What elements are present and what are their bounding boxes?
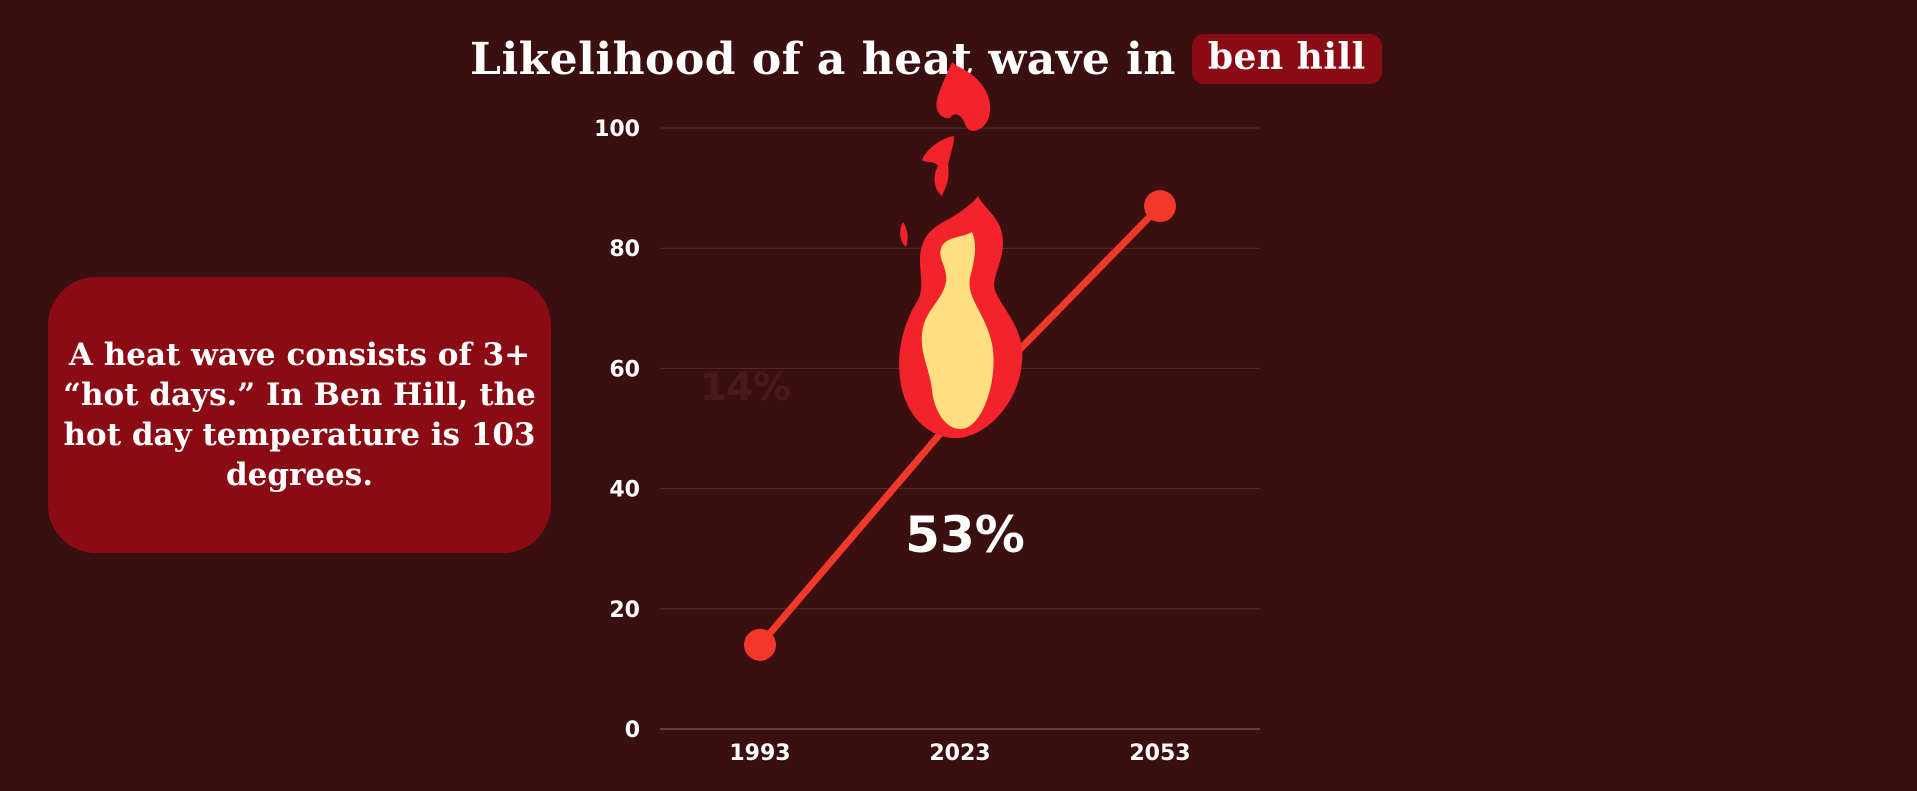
- flame-wisp: [922, 136, 954, 196]
- faded-percent-label: 14%: [700, 365, 791, 409]
- data-point: [1144, 190, 1176, 223]
- y-tick-label: 80: [609, 237, 640, 262]
- location-chip: ben hill: [1191, 34, 1382, 84]
- x-axis-ticks: 1993 2023 2053: [729, 741, 1190, 766]
- flame-ember: [900, 222, 908, 247]
- y-tick-label: 40: [609, 478, 640, 503]
- x-tick-label: 2023: [929, 741, 990, 766]
- data-point: [744, 628, 776, 661]
- info-box: A heat wave consists of 3+ “hot days.” I…: [48, 277, 551, 553]
- flame-core: [921, 232, 994, 430]
- flame-icon: [899, 62, 1023, 439]
- y-axis-ticks: 0 20 40 60 80 100: [594, 117, 640, 743]
- chart-title: Likelihood of a heat wave in ben hill: [470, 28, 1382, 90]
- info-text: A heat wave consists of 3+ “hot days.” I…: [63, 337, 536, 493]
- x-tick-label: 2053: [1129, 741, 1190, 766]
- y-tick-label: 60: [609, 357, 640, 382]
- x-tick-label: 1993: [729, 741, 790, 766]
- highlight-value-label: 53%: [905, 506, 1025, 564]
- y-tick-label: 20: [609, 598, 640, 623]
- y-tick-label: 100: [594, 117, 640, 142]
- title-prefix: Likelihood of a heat wave in: [470, 33, 1176, 85]
- y-tick-label: 0: [625, 718, 640, 743]
- flame-tip: [936, 62, 991, 131]
